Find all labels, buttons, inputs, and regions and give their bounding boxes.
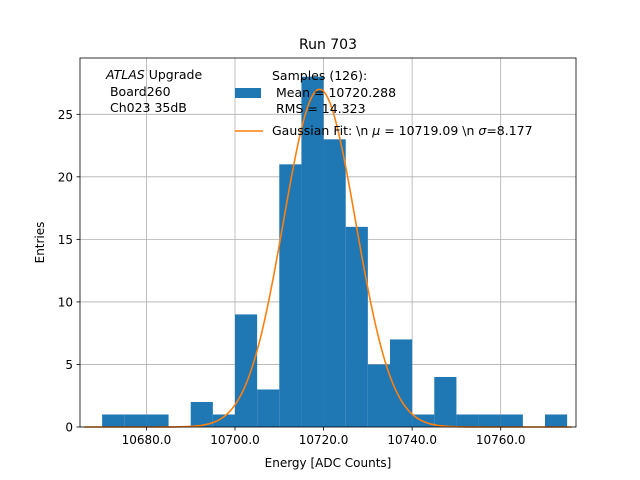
atlas-annotation: ATLAS Upgrade Board260 Ch023 35dB	[105, 67, 202, 115]
legend-fit-label: Gaussian Fit: \n μ = 10719.09 \n σ=8.177	[272, 123, 533, 138]
x-tick-label: 10760.0	[476, 433, 526, 447]
y-tick-label: 20	[58, 170, 73, 184]
histogram-bar	[235, 314, 258, 427]
y-tick-label: 15	[58, 233, 73, 247]
histogram-bar	[257, 389, 280, 427]
axis-ticks: 10680.0 10700.0 10720.0 10740.0 10760.0 0 5 10 1…	[58, 108, 526, 447]
legend-fit-part-1: Gaussian Fit: \n	[272, 123, 372, 138]
histogram-bar	[212, 414, 235, 427]
x-tick-label: 10720.0	[299, 433, 349, 447]
y-tick-label: 0	[65, 421, 73, 435]
legend-histogram-line-3: RMS = 14.323	[272, 101, 366, 116]
histogram-bar	[146, 414, 169, 427]
histogram-bar	[124, 414, 147, 427]
legend-fit-part-3: =8.177	[486, 123, 532, 138]
histogram-bar	[545, 414, 568, 427]
x-tick-label: 10740.0	[387, 433, 437, 447]
annotation-line-1: ATLAS Upgrade	[105, 67, 202, 82]
legend-fit-sigma: σ	[478, 123, 487, 138]
legend-histogram-line-2: Mean = 10720.288	[272, 85, 396, 100]
x-tick-label: 10700.0	[210, 433, 260, 447]
legend: Samples (126): Mean = 10720.288 RMS = 14…	[235, 68, 533, 138]
axes-frame	[79, 57, 577, 428]
histogram-bar	[434, 376, 457, 427]
histogram-bar	[323, 139, 346, 427]
histogram-bar	[279, 164, 302, 428]
histogram-bar	[102, 414, 125, 427]
x-tick-label: 10680.0	[122, 433, 172, 447]
histogram-bar	[345, 226, 368, 427]
y-tick-label: 5	[65, 358, 73, 372]
legend-histogram-swatch	[235, 88, 261, 98]
histogram-bars	[102, 76, 568, 428]
annotation-line-2: Board260	[106, 84, 171, 99]
histogram-bar	[390, 339, 413, 427]
legend-fit-mu: μ	[371, 123, 380, 138]
histogram-bar	[478, 414, 501, 427]
x-axis-label: Energy [ADC Counts]	[265, 456, 392, 470]
histogram-bar	[500, 414, 523, 427]
histogram-bar	[190, 401, 213, 427]
annotation-atlas: ATLAS	[105, 67, 145, 82]
histogram-bar	[456, 414, 479, 427]
legend-fit-part-2: = 10719.09 \n	[380, 123, 478, 138]
chart-title: Run 703	[299, 37, 357, 53]
annotation-line-3: Ch023 35dB	[106, 100, 187, 115]
y-axis-label: Entries	[33, 222, 47, 264]
legend-histogram-line-1: Samples (126):	[272, 68, 367, 83]
annotation-upgrade: Upgrade	[145, 67, 203, 82]
histogram-bar	[301, 76, 324, 428]
histogram-bar	[367, 364, 390, 427]
y-tick-label: 10	[58, 295, 73, 309]
y-tick-label: 25	[58, 108, 73, 122]
